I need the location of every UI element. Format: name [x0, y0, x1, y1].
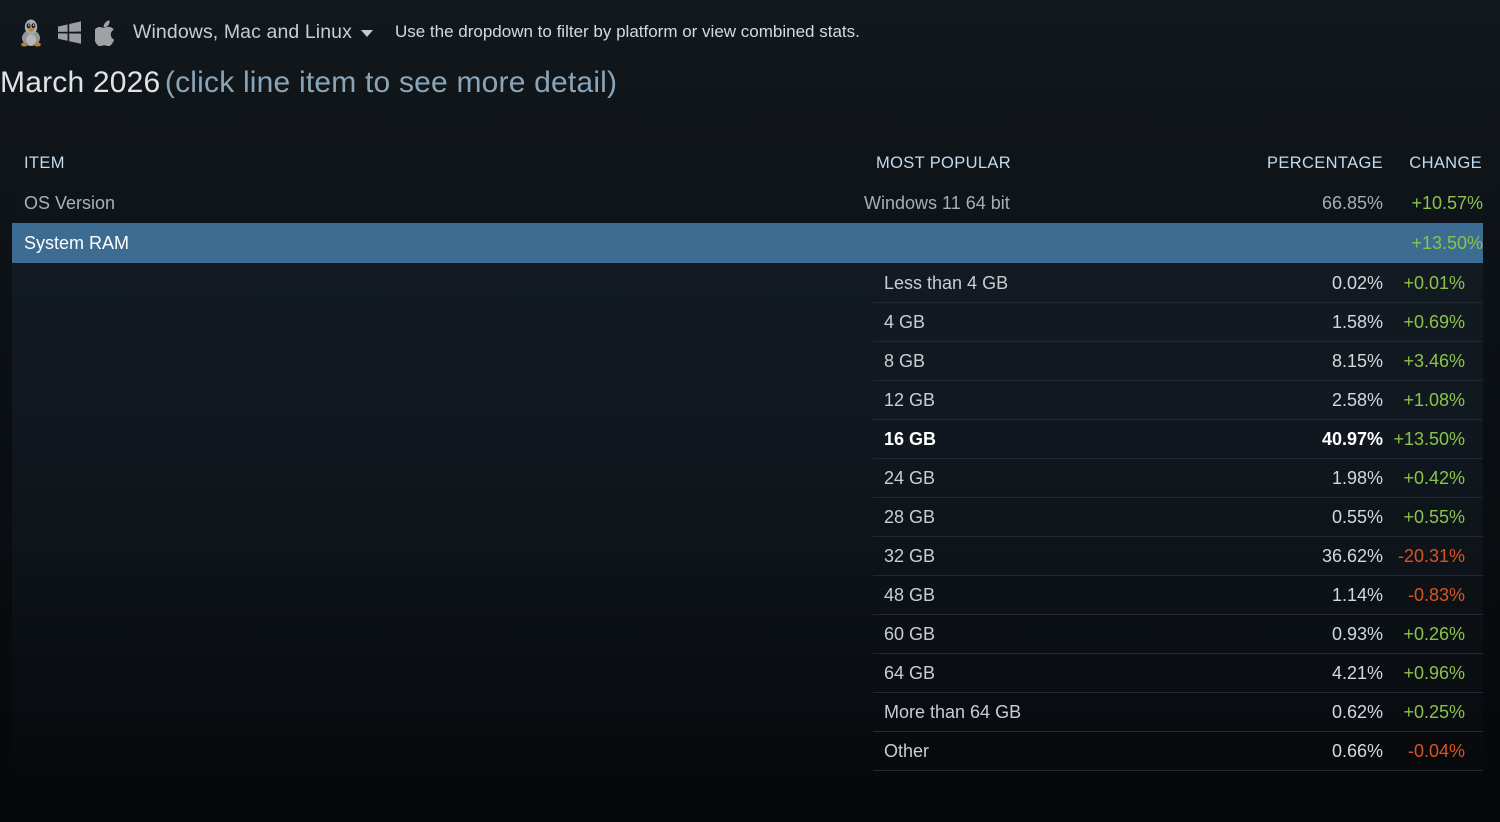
- detail-row-change: +0.55%: [1403, 506, 1465, 527]
- detail-row-percentage: 1.98%: [1331, 467, 1383, 488]
- detail-row-percentage: 2.58%: [1331, 389, 1383, 410]
- detail-row[interactable]: Less than 4 GB 0.02% +0.01%: [873, 264, 1483, 303]
- column-header-most-popular: MOST POPULAR: [876, 153, 1012, 172]
- detail-row-change: -20.31%: [1397, 545, 1465, 566]
- detail-row[interactable]: 64 GB 4.21% +0.96%: [873, 654, 1483, 693]
- detail-row-label: Less than 4 GB: [884, 272, 1009, 293]
- detail-row-label: 64 GB: [884, 662, 936, 683]
- detail-row[interactable]: 32 GB 36.62% -20.31%: [873, 537, 1483, 576]
- detail-row-label: More than 64 GB: [884, 701, 1022, 722]
- detail-row-change: -0.04%: [1407, 740, 1465, 761]
- detail-row-label: 8 GB: [884, 350, 926, 371]
- row-change-value: +13.50%: [1411, 232, 1483, 253]
- detail-row-percentage: 0.66%: [1331, 740, 1383, 761]
- column-header-change: CHANGE: [1409, 153, 1482, 172]
- table-row[interactable]: OS Version Windows 11 64 bit 66.85% +10.57%: [12, 183, 1483, 223]
- survey-title-hint: (click line item to see more detail): [164, 66, 618, 99]
- detail-row-change: +0.42%: [1403, 467, 1465, 488]
- detail-row-change: +1.08%: [1403, 389, 1465, 410]
- detail-row-percentage: 8.15%: [1331, 350, 1383, 371]
- detail-row[interactable]: 48 GB 1.14% -0.83%: [873, 576, 1483, 615]
- detail-row-percentage: 0.02%: [1331, 272, 1383, 293]
- detail-row-label: 48 GB: [884, 584, 936, 605]
- table-row[interactable]: System RAM +13.50%: [12, 223, 1483, 263]
- row-percentage-value: 66.85%: [1321, 192, 1383, 213]
- detail-row[interactable]: 24 GB 1.98% +0.42%: [873, 459, 1483, 498]
- detail-panel: Less than 4 GB 0.02% +0.01% 4 GB 1.58% +0.69%…: [12, 263, 1483, 817]
- survey-table: ITEM MOST POPULAR PERCENTAGE CHANGE OS V…: [0, 143, 1500, 817]
- windows-logo-icon: [56, 20, 83, 45]
- platform-hint-text: Use the dropdown to filter by platform o…: [394, 22, 860, 41]
- detail-row-change: +0.96%: [1403, 662, 1465, 683]
- detail-row[interactable]: Other 0.66% -0.04%: [873, 732, 1483, 771]
- detail-row-percentage: 4.21%: [1331, 662, 1383, 683]
- table-body: OS Version Windows 11 64 bit 66.85% +10.57%…: [0, 183, 1500, 263]
- detail-row[interactable]: 8 GB 8.15% +3.46%: [873, 342, 1483, 381]
- detail-row[interactable]: 12 GB 2.58% +1.08%: [873, 381, 1483, 420]
- detail-row-percentage: 40.97%: [1321, 428, 1383, 449]
- detail-row-label: 24 GB: [884, 467, 936, 488]
- detail-row-label: Other: [884, 740, 930, 761]
- detail-row-change: +3.46%: [1403, 350, 1465, 371]
- platform-filter-bar: Windows, Mac and Linux Use the dropdown …: [0, 0, 1500, 64]
- table-header-row: ITEM MOST POPULAR PERCENTAGE CHANGE: [0, 143, 1500, 183]
- detail-row[interactable]: 28 GB 0.55% +0.55%: [873, 498, 1483, 537]
- page-title: March 2026 (click line item to see more …: [0, 66, 1500, 100]
- detail-row-change: +0.26%: [1403, 623, 1465, 644]
- detail-row-label: 12 GB: [884, 389, 936, 410]
- row-item-label: OS Version: [24, 192, 116, 213]
- detail-row-percentage: 1.14%: [1331, 584, 1383, 605]
- platform-dropdown-label: Windows, Mac and Linux: [133, 20, 352, 43]
- detail-row-label: 16 GB: [884, 428, 937, 449]
- detail-row-percentage: 0.93%: [1331, 623, 1383, 644]
- detail-row[interactable]: 60 GB 0.93% +0.26%: [873, 615, 1483, 654]
- row-most-popular-value: Windows 11 64 bit: [864, 192, 1010, 213]
- detail-row-percentage: 1.58%: [1331, 311, 1383, 332]
- detail-row-percentage: 36.62%: [1321, 545, 1383, 566]
- detail-row-label: 28 GB: [884, 506, 936, 527]
- detail-row-label: 60 GB: [884, 623, 936, 644]
- detail-row-percentage: 0.55%: [1331, 506, 1383, 527]
- column-header-percentage: PERCENTAGE: [1267, 153, 1383, 172]
- detail-rows-list: Less than 4 GB 0.02% +0.01% 4 GB 1.58% +0.69%…: [873, 263, 1483, 771]
- detail-row[interactable]: More than 64 GB 0.62% +0.25%: [873, 693, 1483, 732]
- detail-row[interactable]: 16 GB 40.97% +13.50%: [873, 420, 1483, 459]
- apple-logo-icon: [95, 19, 117, 46]
- platform-icon-group: [18, 17, 117, 47]
- linux-tux-icon: [18, 17, 44, 47]
- detail-row[interactable]: 4 GB 1.58% +0.69%: [873, 303, 1483, 342]
- detail-row-change: +0.25%: [1403, 701, 1465, 722]
- survey-month-label: March 2026: [0, 66, 161, 99]
- detail-row-label: 4 GB: [884, 311, 926, 332]
- detail-row-change: -0.83%: [1407, 584, 1465, 605]
- column-header-item: ITEM: [24, 153, 65, 172]
- row-change-value: +10.57%: [1411, 192, 1483, 213]
- detail-row-change: +0.69%: [1403, 311, 1465, 332]
- detail-row-change: +13.50%: [1393, 428, 1465, 449]
- detail-row-label: 32 GB: [884, 545, 936, 566]
- detail-row-percentage: 0.62%: [1331, 701, 1383, 722]
- row-item-label: System RAM: [24, 232, 130, 253]
- platform-dropdown[interactable]: Windows, Mac and Linux: [133, 21, 373, 44]
- detail-row-change: +0.01%: [1403, 272, 1465, 293]
- chevron-down-icon: [360, 30, 373, 37]
